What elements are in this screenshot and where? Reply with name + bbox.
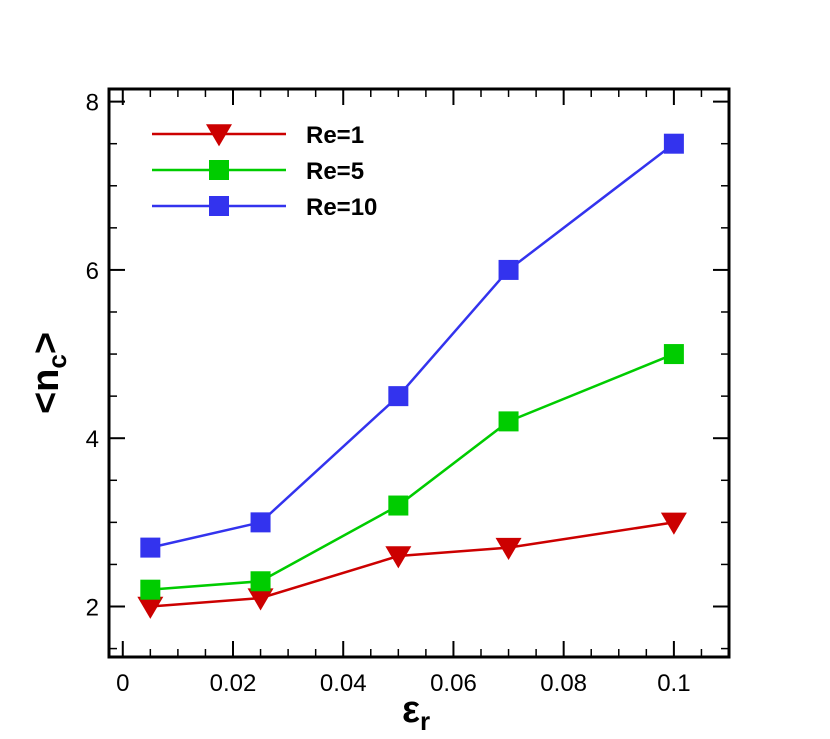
x-tick-label: 0.04 xyxy=(320,670,367,697)
legend: Re=1 Re=5 Re=10 xyxy=(152,122,377,221)
y-axis-title: <nc> xyxy=(25,332,72,414)
legend-item-re-10: Re=10 xyxy=(152,194,377,221)
x-tick-label: 0 xyxy=(116,670,129,697)
data-point-re-1 xyxy=(495,537,522,560)
x-axis-title-main: ε xyxy=(402,689,420,731)
y-axis-title-subscript: c xyxy=(42,354,72,368)
y-tick-label: 2 xyxy=(86,595,99,622)
data-point-re-10 xyxy=(663,133,684,154)
tick-labels: 0 0.02 0.04 0.06 0.08 0.1 2 4 6 8 xyxy=(86,90,691,697)
major-ticks xyxy=(109,89,729,657)
data-point-re-10 xyxy=(388,386,409,407)
data-point-re-5 xyxy=(663,344,684,365)
x-axis-title: εr xyxy=(402,689,430,736)
x-tick-label: 0.08 xyxy=(540,670,587,697)
series-re-1 xyxy=(137,512,687,619)
data-point-re-1 xyxy=(137,596,164,619)
data-point-re-1 xyxy=(247,588,274,611)
legend-marker xyxy=(209,196,229,216)
y-tick-label: 6 xyxy=(86,258,99,285)
legend-marker xyxy=(209,160,229,180)
y-tick-label: 4 xyxy=(86,426,99,453)
series-layer xyxy=(137,133,687,619)
x-tick-label: 0.06 xyxy=(430,670,477,697)
data-point-re-10 xyxy=(140,537,161,558)
x-tick-label: 0.02 xyxy=(210,670,257,697)
series-line-re-1 xyxy=(150,521,675,608)
data-point-re-5 xyxy=(498,411,519,432)
x-tick-label: 0.1 xyxy=(657,670,690,697)
legend-item-re-5: Re=5 xyxy=(152,158,364,185)
y-tick-label: 8 xyxy=(86,90,99,117)
data-point-re-5 xyxy=(250,571,271,592)
y-axis-title-end: > xyxy=(25,332,67,354)
legend-item-re-1: Re=1 xyxy=(152,122,364,149)
legend-label: Re=10 xyxy=(306,194,377,221)
data-point-re-10 xyxy=(250,512,271,533)
plot-frame xyxy=(107,87,731,659)
legend-label: Re=1 xyxy=(306,122,364,149)
data-point-re-1 xyxy=(660,512,687,535)
y-axis-title-main: <n xyxy=(25,369,67,414)
series-re-5 xyxy=(140,344,684,600)
legend-label: Re=5 xyxy=(306,158,364,185)
series-re-10 xyxy=(140,133,684,558)
data-point-re-1 xyxy=(385,546,412,569)
data-point-re-5 xyxy=(388,495,409,516)
data-point-re-10 xyxy=(498,259,519,280)
data-point-re-5 xyxy=(140,579,161,600)
x-axis-title-subscript: r xyxy=(420,706,430,736)
legend-marker xyxy=(206,124,232,147)
